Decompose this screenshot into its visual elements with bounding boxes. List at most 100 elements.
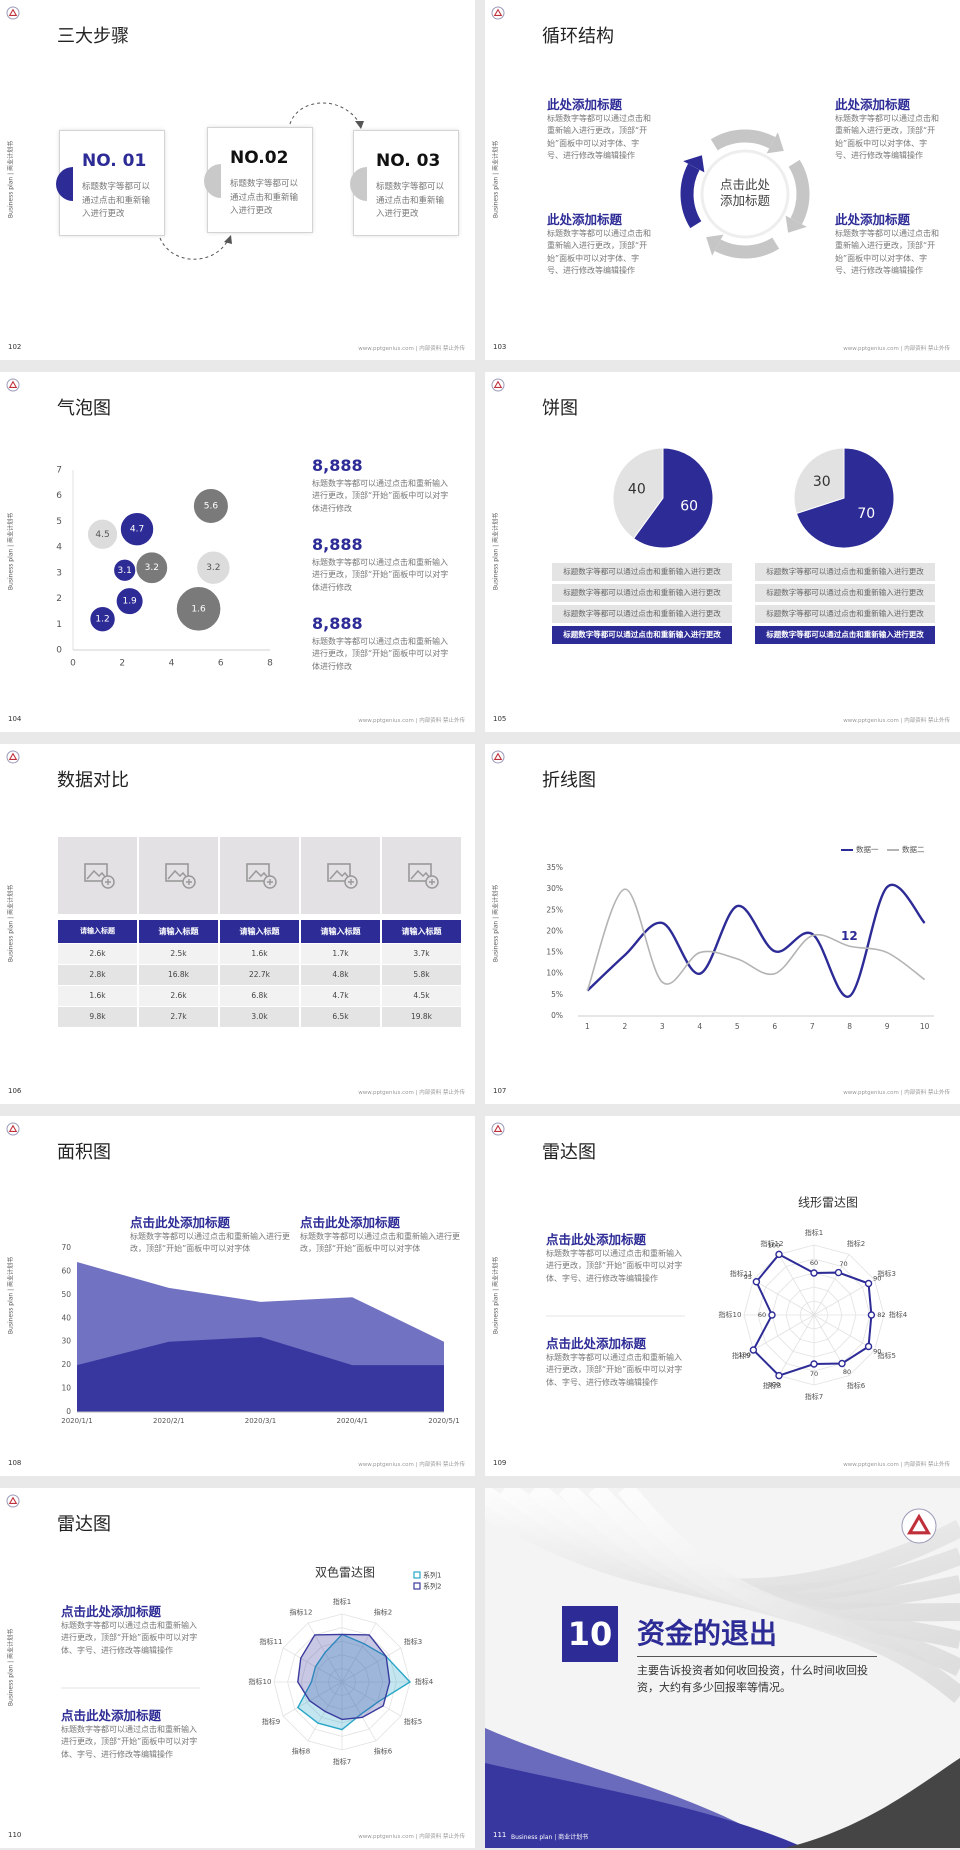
note-box: 标题数字等都可以通过点击和重新输入进行更改 xyxy=(755,584,935,602)
radar-spoke xyxy=(341,1681,377,1742)
y-tick-label: 20% xyxy=(546,926,563,935)
value-label: 70 xyxy=(810,1370,818,1378)
slice-label: 30 xyxy=(813,474,831,490)
bubble-label: 5.6 xyxy=(204,502,219,512)
slide-title: 雷达图 xyxy=(542,1142,596,1163)
radar-spoke xyxy=(341,1647,402,1683)
logo-mark xyxy=(8,752,18,760)
wave xyxy=(485,1763,805,1848)
cycle-arc xyxy=(680,163,702,229)
side-label: Business plan | 商业计划书 xyxy=(7,884,15,963)
table-cell: 2.6k xyxy=(58,944,137,964)
legend-label: 数据二 xyxy=(902,844,925,854)
axis-label: 指标5 xyxy=(878,1351,896,1360)
y-tick-label: 5 xyxy=(56,517,62,527)
x-tick-label: 0 xyxy=(70,659,76,669)
chart-title: 双色雷达图 xyxy=(315,1566,375,1580)
image-icon xyxy=(429,879,435,885)
y-tick-label: 6 xyxy=(56,491,62,501)
arrow-head xyxy=(224,235,232,244)
radar-point xyxy=(810,1269,818,1277)
table-cell: 2.6k xyxy=(139,986,218,1006)
slide: 0 1 2 3 4 5 6 7 0 2 4 6 8 1.2 1.9 3.1 4.7 3.2 5.6 1.6 4.5 3.2… xyxy=(0,372,475,732)
bubble-label: 4.7 xyxy=(130,525,144,535)
item-value: 8,888 xyxy=(312,614,363,633)
axis-label: 指标6 xyxy=(374,1746,393,1755)
bubble-label: 1.2 xyxy=(95,615,109,625)
block-text: 标题数字等都可以通过点击和重新输入进行更改，顶部“开始”面板中可以对字体、字号、… xyxy=(546,1353,683,1387)
block-heading: 点击此处添加标题 xyxy=(546,1232,647,1247)
table-cell: 4.5k xyxy=(382,986,461,1006)
value-label: 82 xyxy=(877,1311,885,1319)
bubble xyxy=(115,586,144,616)
item-value: 8,888 xyxy=(312,456,363,475)
bubble-label: 1.9 xyxy=(122,597,137,607)
value-label: 100 xyxy=(739,1351,751,1359)
radar-point xyxy=(775,1371,783,1380)
logo-mark xyxy=(8,380,18,388)
axis-label: 指标9 xyxy=(262,1717,280,1726)
block-heading: 此处添加标题 xyxy=(835,97,911,112)
side-label: Business plan | 商业计划书 xyxy=(492,140,500,219)
value-label: 70 xyxy=(839,1260,847,1268)
block-text: 标题数字等都可以通过点击和重新输入进行更改，顶部“开始”面板中可以对字体、字号、… xyxy=(547,114,651,161)
y-tick-label: 70 xyxy=(61,1243,71,1252)
legend-swatch xyxy=(413,1571,421,1579)
x-tick-label: 6 xyxy=(218,659,224,669)
slide-title: 面积图 xyxy=(57,1142,111,1163)
line-series xyxy=(586,888,926,991)
x-tick-label: 6 xyxy=(772,1022,777,1031)
table-cell: 3.7k xyxy=(382,944,461,964)
logo-ring xyxy=(6,1494,20,1508)
radar-spoke xyxy=(778,1254,815,1316)
logo-ring xyxy=(491,750,505,764)
cycle-arc xyxy=(714,237,780,259)
image-icon xyxy=(167,869,188,880)
table-cell: 2.8k xyxy=(58,965,137,985)
cycle-center xyxy=(700,149,790,239)
step-card: NO. 03 标题数字等都可以通过点击和重新输入进行更改 xyxy=(350,130,459,236)
x-tick-label: 2020/4/1 xyxy=(337,1417,368,1425)
radar-point xyxy=(834,1268,843,1277)
value-label: 100 xyxy=(768,1242,780,1250)
page-number: 108 xyxy=(8,1459,22,1467)
value-label: 90 xyxy=(873,1275,881,1283)
logo-mark xyxy=(493,380,503,388)
radar-point xyxy=(864,1279,873,1288)
section-description: 主要告诉投资者如何收回投资，什么时间收回投资，大约有多少回报率等情况。 xyxy=(637,1664,868,1694)
bubble-label: 1.6 xyxy=(191,604,206,614)
number-box xyxy=(562,1606,618,1662)
x-tick-label: 7 xyxy=(810,1022,815,1031)
side-label: Business plan | 商业计划书 xyxy=(7,140,15,219)
note-box: 标题数字等都可以通过点击和重新输入进行更改 xyxy=(755,563,935,581)
logo-mark xyxy=(493,8,503,16)
slide: 线形雷达图 指标1 指标2 指标3 指标4 指标5 指标6 指标7 指标8 指标9 指标10 指标11… xyxy=(485,1116,960,1476)
swoosh xyxy=(617,1488,960,1703)
axis-label: 指标1 xyxy=(805,1228,823,1237)
annotation: 12 xyxy=(841,929,858,943)
radar-spoke xyxy=(813,1279,875,1316)
x-tick-label: 2 xyxy=(119,659,125,669)
slide-graphics xyxy=(6,750,461,914)
page-number: 106 xyxy=(8,1087,22,1095)
page-number: 111 xyxy=(493,1831,507,1839)
step-text: 标题数字等都可以通过点击和重新输入进行更改 xyxy=(376,182,445,220)
block-text: 标题数字等都可以通过点击和重新输入进行更改，顶部“开始”面板中可以对字体、字号、… xyxy=(835,114,939,161)
radar-point xyxy=(752,1278,761,1286)
x-tick-label: 8 xyxy=(847,1022,852,1031)
footer: www.pptgenius.com | 内部资料 禁止外传 xyxy=(358,1834,465,1840)
table-header: 请输入标题 xyxy=(382,920,461,943)
bubble xyxy=(195,550,231,586)
value-label: 60 xyxy=(810,1259,818,1267)
slide: 10 资金的退出 主要告诉投资者如何收回投资，什么时间收回投资，大约有多少回报率等情… xyxy=(485,1488,960,1848)
image-icon xyxy=(329,869,350,880)
bubble xyxy=(119,511,155,547)
slide-graphics xyxy=(491,6,810,259)
y-tick-label: 5% xyxy=(551,990,563,999)
side-label: Business plan | 商业计划书 xyxy=(7,512,15,591)
radar-spoke xyxy=(813,1254,850,1316)
item-value: 8,888 xyxy=(312,535,363,554)
x-tick-label: 3 xyxy=(660,1022,665,1031)
slide-title: 折线图 xyxy=(542,770,596,791)
